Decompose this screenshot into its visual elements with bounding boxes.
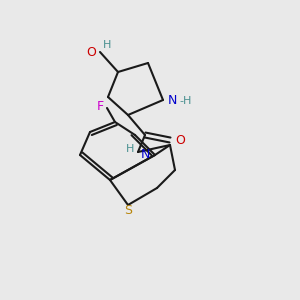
Text: S: S <box>124 203 132 217</box>
Text: -H: -H <box>179 96 191 106</box>
Text: N: N <box>168 94 177 106</box>
Text: H: H <box>103 40 111 50</box>
Text: O: O <box>175 134 185 146</box>
Text: H: H <box>126 144 134 154</box>
Text: N: N <box>141 148 150 160</box>
Text: F: F <box>97 100 104 112</box>
Text: O: O <box>86 46 96 59</box>
